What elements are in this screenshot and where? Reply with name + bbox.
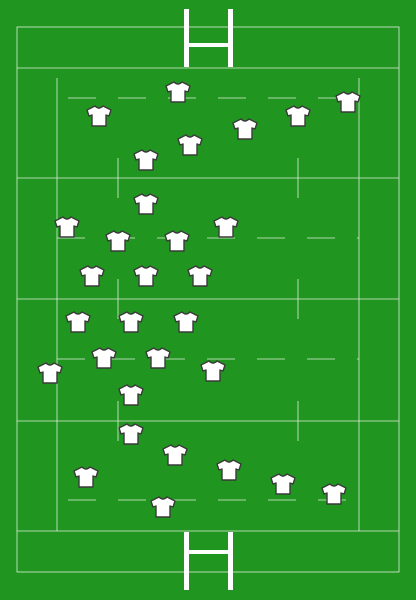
goalpost-crossbar	[184, 43, 233, 47]
goalposts-top	[184, 9, 233, 67]
goalpost-upright	[184, 9, 189, 67]
pitch-markings	[16, 26, 400, 573]
goalpost-upright	[228, 9, 233, 67]
goalpost-crossbar	[184, 550, 233, 554]
dead-ball-boundary	[16, 26, 400, 573]
goalposts-bottom	[184, 532, 233, 590]
goalpost-upright	[184, 532, 189, 590]
goalpost-upright	[228, 532, 233, 590]
